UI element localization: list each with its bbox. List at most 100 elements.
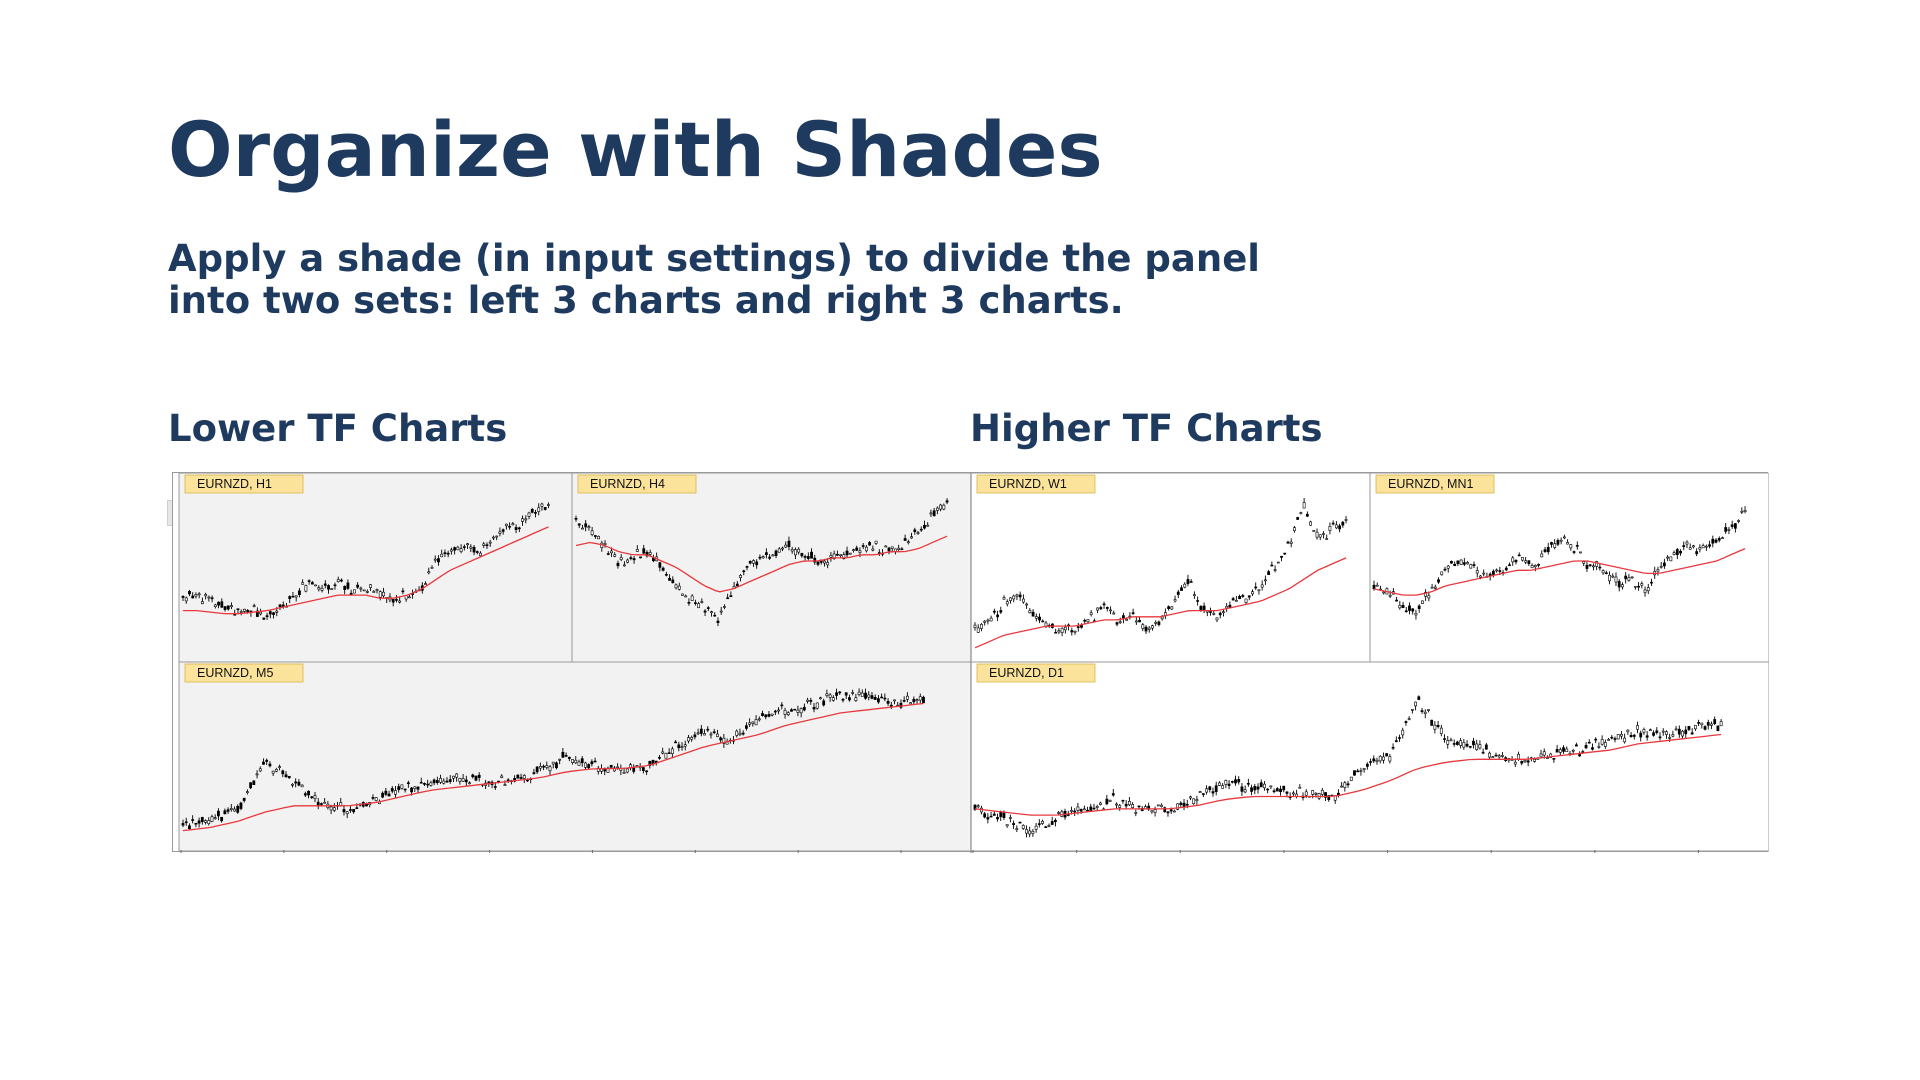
candle-body [1414,701,1417,707]
candle-body [1582,561,1586,564]
candle-body [1118,621,1122,624]
candle-body [635,549,639,552]
candle-body [976,805,980,808]
candle-body [390,788,394,792]
candle-body [1626,729,1630,733]
candle-body [271,770,275,774]
candle-body [1558,749,1562,753]
candle-body [1401,729,1405,736]
candle-body [868,542,872,546]
candle-body [580,758,584,763]
candle-body [996,614,999,618]
candle-body [996,816,999,820]
candle-body [903,538,907,541]
candle-body [1549,753,1553,758]
candle-body [524,518,528,521]
chart-background [1369,473,1769,663]
candle-body [1086,619,1090,623]
candle-body [1437,579,1440,583]
candle-body [1469,564,1473,569]
candle-body [1298,786,1302,789]
candle-body [1411,608,1415,612]
candle-body [973,624,977,628]
candle-body [548,766,552,772]
candle-body [1650,581,1653,584]
candle-body [1299,512,1303,514]
candle-body [508,525,512,528]
candle-body [1327,795,1331,801]
candle-body [1514,559,1518,563]
candle-body [442,780,446,784]
candle-body [1238,595,1241,600]
candle-body [1243,789,1247,793]
candle-body [1553,543,1557,548]
candle-body [1497,755,1501,758]
candle-body [503,784,507,786]
candle-body [1131,612,1135,615]
candle-body [1234,600,1238,602]
chart-label-text: EURNZD, M5 [197,666,273,680]
candle-body [1115,622,1119,625]
candle-body [693,602,697,604]
candle-body [1585,564,1589,569]
candle-body [1630,576,1634,579]
candle-body [239,802,243,809]
candle-body [1092,807,1096,810]
candle-body [1414,613,1418,616]
candle-body [204,594,208,597]
candle-body [757,718,761,721]
candle-body [1385,753,1389,757]
candle-body [307,580,311,582]
moving-average-line [182,702,924,832]
candle-body [893,699,896,702]
candle-body [226,809,230,812]
candle-body [1076,806,1080,811]
candle-body [1682,545,1686,547]
candle-body [681,593,684,596]
candle-body [1594,738,1598,741]
candle-body [658,757,661,759]
candle-body [1417,696,1421,700]
candle-body [1066,814,1070,816]
candle-body [297,781,301,786]
candle-body [1356,770,1360,773]
chart-background [970,473,1371,663]
candle-body [755,561,759,566]
candle-body [223,810,227,815]
candle-body [781,547,784,550]
candle-body [803,556,807,558]
candle-body [864,546,868,552]
candle-body [1693,725,1697,730]
candle-body [1041,820,1044,824]
candle-body [1382,591,1386,594]
candle-body [1015,828,1019,830]
candle-body [220,816,224,822]
chart-label-badge [1375,474,1495,494]
candle-body [1167,606,1170,610]
candle-body [278,766,281,768]
candle-body [184,821,188,824]
candle-body [479,552,482,557]
candle-body [1600,739,1604,745]
candle-body [819,697,822,700]
candle-body [317,587,321,590]
candle-body [1012,595,1016,600]
candle-body [1180,587,1183,591]
candle-body [1102,603,1106,606]
candle-body [845,550,849,556]
candle-body [606,553,610,555]
candle-body [648,552,652,555]
candle-body [1344,519,1348,521]
candle-body [1540,553,1544,558]
candle-body [1131,804,1134,808]
candle-body [722,737,726,744]
candle-body [1671,734,1675,737]
candle-body [201,601,204,605]
candle-body [288,596,292,599]
candle-body [1198,791,1202,793]
candle-body [748,722,752,725]
candle-body [1201,793,1205,795]
candle-body [1169,809,1173,812]
candle-body [384,790,388,795]
candle-body [1231,598,1235,601]
